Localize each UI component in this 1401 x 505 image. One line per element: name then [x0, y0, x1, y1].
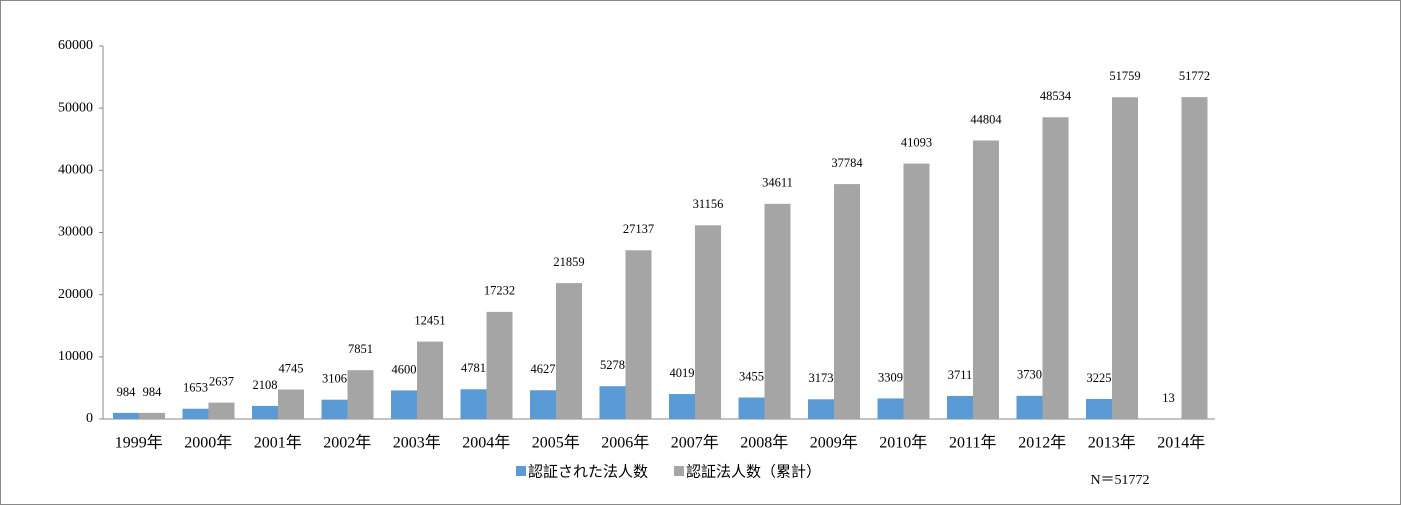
data-label: 3711: [948, 368, 973, 382]
data-label: 3730: [1017, 368, 1042, 382]
x-tick-label: 2012年: [1018, 434, 1066, 452]
data-label: 4600: [392, 362, 417, 376]
data-label: 984: [117, 385, 137, 399]
bar: [139, 412, 165, 419]
bar: [252, 405, 278, 419]
data-label: 2637: [209, 374, 234, 388]
legend-label: 認証法人数（累計）: [686, 463, 821, 481]
bar: [347, 370, 374, 419]
y-tick-label: 30000: [58, 225, 93, 240]
data-label: 51759: [1109, 69, 1140, 83]
data-label: 4627: [531, 362, 556, 376]
x-tick-label: 2013年: [1088, 434, 1136, 452]
y-tick-label: 20000: [58, 287, 93, 302]
x-tick-label: 2005年: [532, 434, 580, 452]
bar: [695, 225, 721, 419]
bar: [738, 397, 765, 419]
bar: [808, 399, 834, 419]
bar: [669, 394, 695, 419]
bar: [903, 163, 930, 419]
y-tick-label: 40000: [58, 163, 93, 178]
data-label: 2108: [253, 378, 278, 392]
x-tick-label: 2006年: [601, 434, 649, 452]
bar: [1016, 395, 1043, 419]
data-label: 4781: [461, 361, 486, 375]
y-tick-label: 0: [86, 411, 93, 426]
data-label: 3106: [322, 372, 347, 386]
data-label: 51772: [1179, 69, 1210, 83]
bar: [599, 386, 626, 419]
bar: [947, 395, 973, 419]
bar: [486, 311, 513, 419]
bar: [417, 341, 443, 419]
data-label: 41093: [901, 135, 932, 149]
x-tick-label: 2000年: [184, 434, 232, 452]
bar: [1112, 97, 1138, 419]
bar: [625, 250, 652, 419]
data-label: 27137: [623, 222, 654, 236]
bar: [113, 412, 139, 419]
y-tick-label: 50000: [58, 100, 93, 115]
y-tick-label: 10000: [58, 349, 93, 364]
bar: [556, 283, 582, 419]
x-tick-label: 2004年: [462, 434, 510, 452]
bar: [1181, 97, 1208, 420]
x-tick-label: 2003年: [393, 434, 441, 452]
data-label: 4745: [279, 361, 304, 375]
data-label: 3173: [809, 371, 834, 385]
x-tick-label: 2008年: [740, 434, 788, 452]
x-tick-label: 2014年: [1157, 434, 1205, 452]
bar: [1042, 117, 1069, 419]
y-tick-label: 60000: [58, 38, 93, 53]
bar: [1086, 398, 1112, 419]
bar: [182, 408, 209, 419]
data-label: 12451: [414, 313, 445, 327]
data-label: 21859: [553, 255, 584, 269]
x-tick-label: 2011年: [949, 434, 996, 452]
bar: [391, 390, 417, 419]
data-label: 13: [1162, 391, 1175, 405]
bar: [460, 389, 487, 419]
x-tick-label: 2009年: [810, 434, 858, 452]
data-label: 48534: [1040, 89, 1072, 103]
bar: [278, 389, 304, 419]
data-label: 31156: [693, 197, 724, 211]
annotation: N＝51772: [1090, 473, 1149, 488]
data-label: 1653: [183, 381, 208, 395]
data-label: 5278: [600, 358, 625, 372]
data-label: 4019: [670, 366, 695, 380]
data-label: 44804: [970, 112, 1002, 126]
bar: [973, 140, 999, 420]
x-tick-label: 2007年: [671, 434, 719, 452]
bar: [764, 203, 791, 419]
bar: [834, 184, 860, 419]
data-label: 3309: [878, 370, 903, 384]
data-label: 3455: [739, 369, 764, 383]
x-tick-label: 2010年: [879, 434, 927, 452]
x-tick-label: 2001年: [254, 434, 302, 452]
bar: [877, 398, 904, 419]
legend-swatch: [516, 466, 526, 476]
data-label: 7851: [348, 342, 373, 356]
x-tick-label: 1999年: [115, 434, 163, 452]
bar: [530, 390, 556, 419]
legend-swatch: [674, 466, 685, 476]
x-tick-label: 2002年: [323, 434, 371, 452]
data-label: 37784: [831, 156, 863, 170]
legend-label: 認証された法人数: [528, 463, 648, 481]
data-label: 34611: [762, 176, 793, 190]
data-label: 17232: [484, 284, 515, 298]
data-label: 984: [143, 385, 163, 399]
bar: [208, 402, 235, 419]
data-label: 3225: [1087, 371, 1112, 385]
bar: [321, 399, 348, 419]
